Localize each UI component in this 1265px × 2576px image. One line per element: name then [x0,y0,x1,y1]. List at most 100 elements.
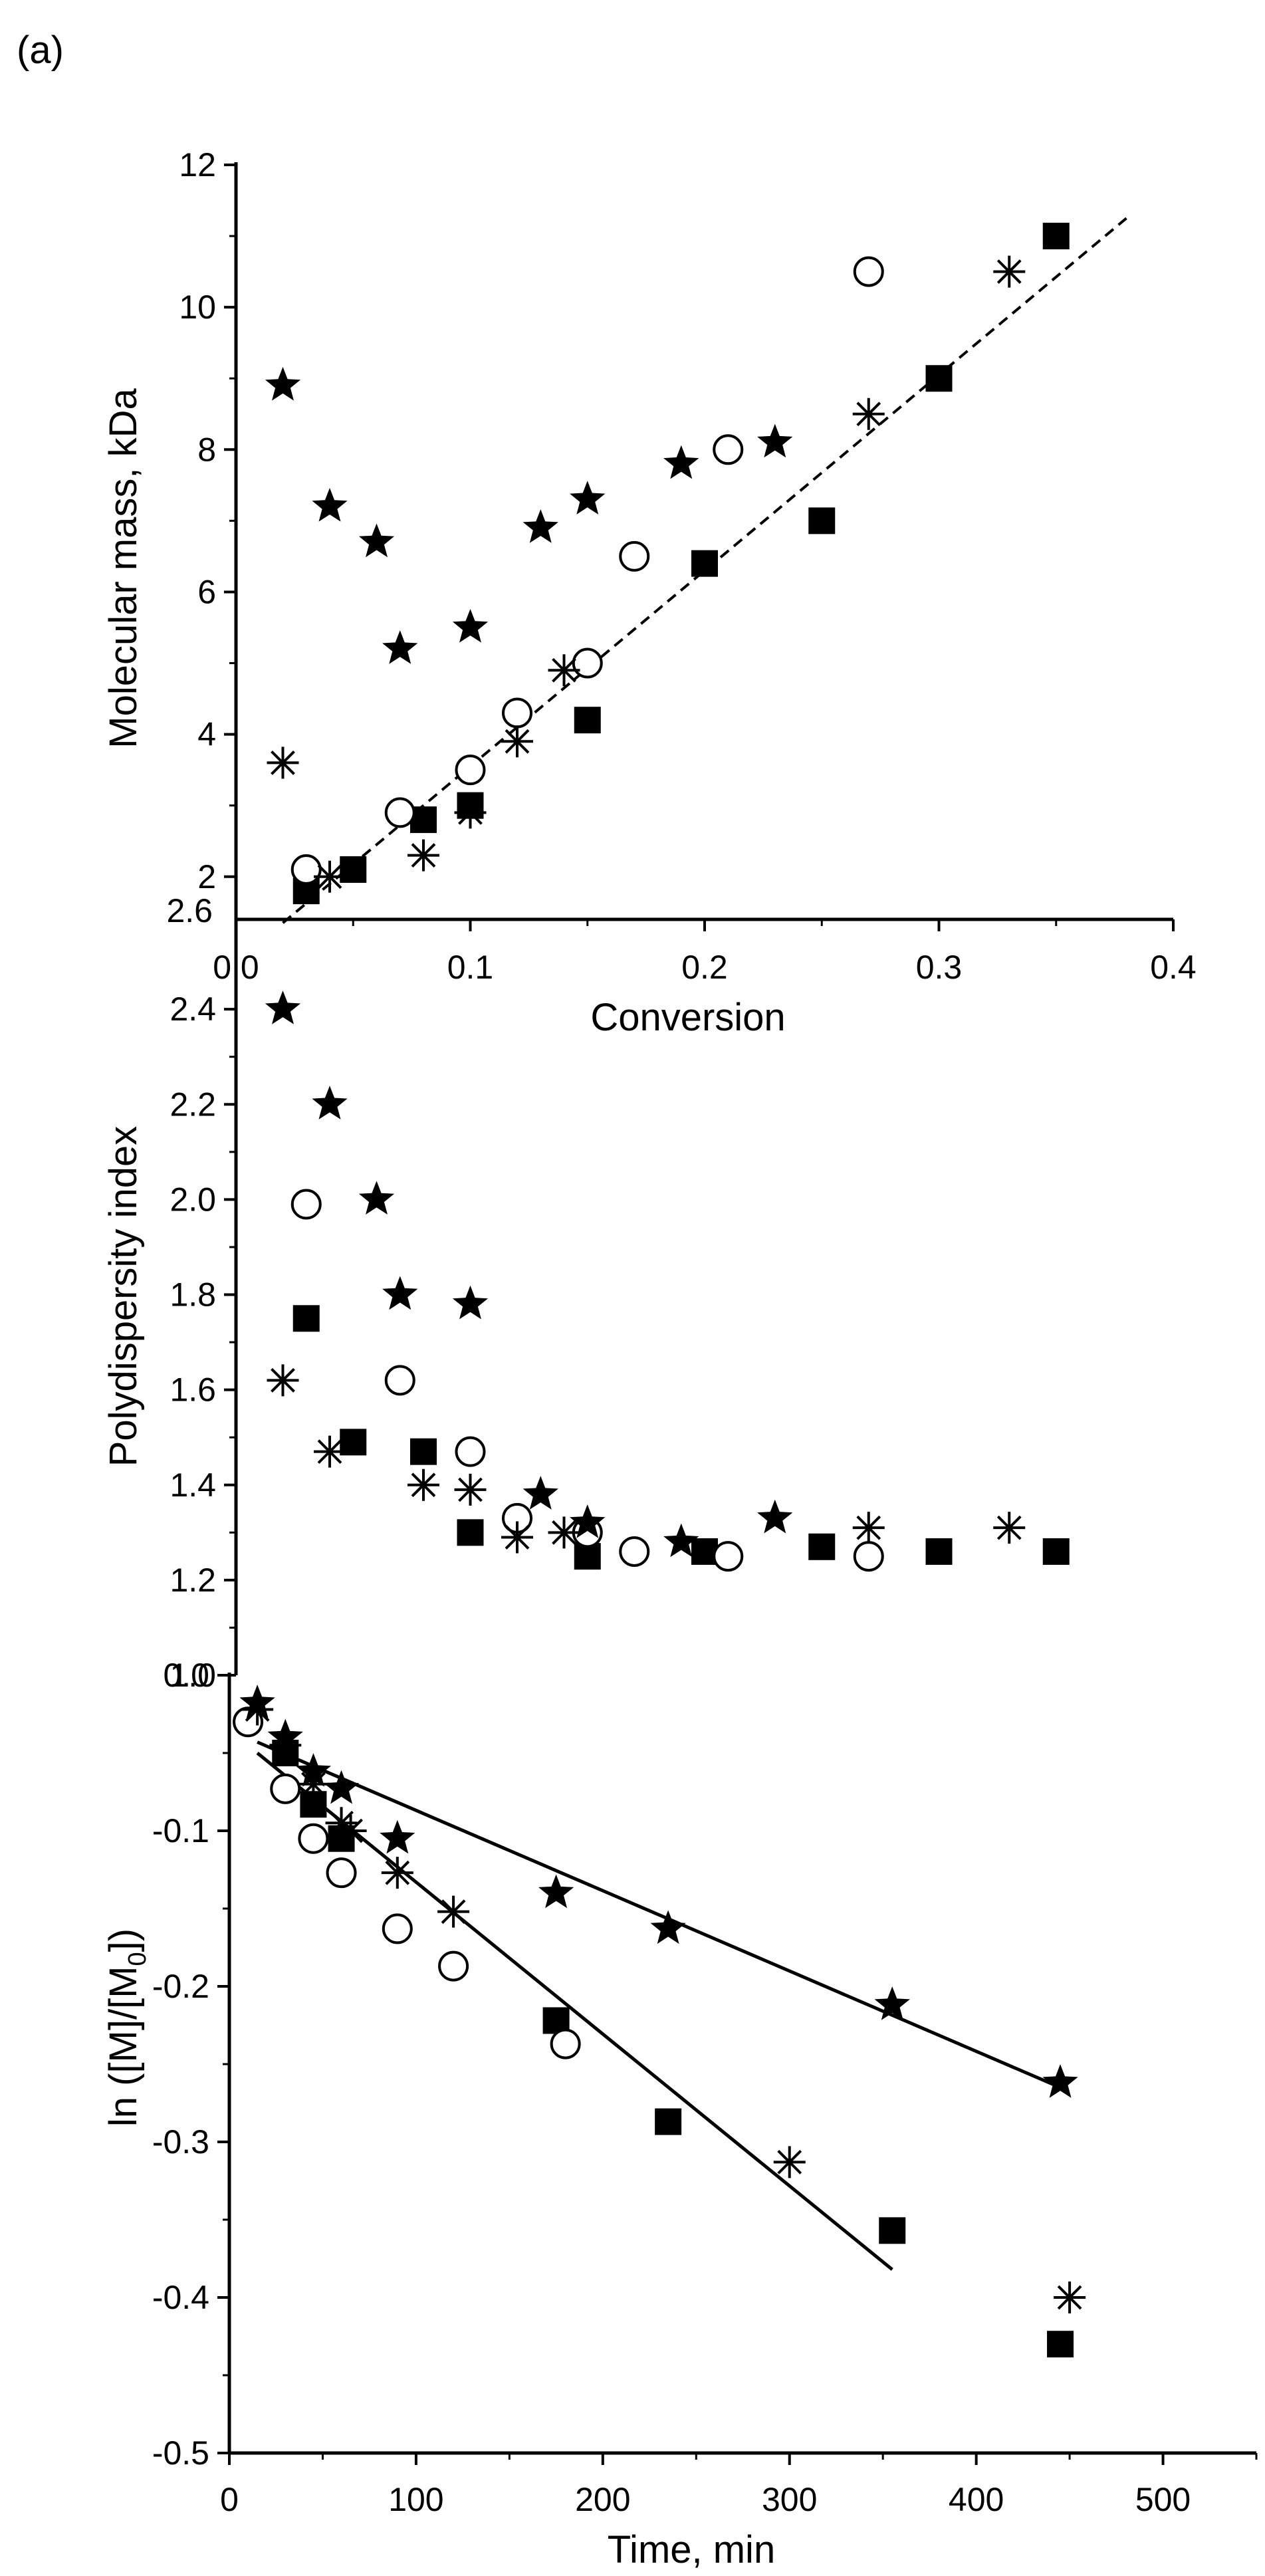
kinetics-x-tick-label: 500 [1135,2481,1191,2518]
pdi-circles-point [713,1541,744,1572]
pdi-y-axis-title: Polydispersity index [102,1126,145,1467]
kinetics-stars-point [1042,2064,1078,2098]
kinetics-x-tick-label: 0 [220,2481,239,2518]
mw-squares-point [808,507,836,534]
kinetics-asterisks-point [297,1768,330,1800]
mw-stars-point [358,523,395,558]
pdi-y-tick-label: 1.6 [170,1371,216,1409]
kinetics-y-tick-label: -0.2 [152,1968,209,2005]
mw-y-tick-label: 6 [197,573,216,610]
pdi-y-tick-label: 2.4 [170,991,216,1028]
pdi-stars-point [452,1285,489,1320]
mw-extra-y-label: 2.6 [166,892,213,929]
pdi-circles-point [384,1365,415,1396]
pdi-asterisks-point [454,1473,487,1506]
kinetics-stars-point [295,1753,331,1787]
kinetics-squares-point [1047,2331,1074,2358]
kinetics-circles-point [233,1706,264,1738]
kinetics-stars-point [267,1718,303,1753]
kinetics-x-tick-label: 400 [949,2481,1004,2518]
mw-x-tick-label: 0.2 [681,949,728,986]
kinetics-circles-point [438,1950,469,1982]
mw-circles-point [290,854,322,885]
polydispersity-chart: Polydispersity index 1.0 1.2 1.4 1.6 1.8 2.0 2… [102,911,1070,1694]
mw-y-tick-label: 2 [197,858,216,895]
mw-y-axis-title: Molecular mass, kDa [102,388,145,749]
kinetics-squares-point [879,2217,906,2244]
mw-asterisks-point [548,654,580,687]
kinetics-fit-line [257,1740,1062,2089]
kinetics-circles-point [326,1857,357,1889]
mw-circles-point [572,647,603,679]
kinetics-stars-point [239,1685,275,1718]
mw-circles-point [853,256,884,287]
kinetics-asterisks-point [437,1895,470,1928]
pdi-y-tick-label: 2.0 [170,1181,216,1218]
kinetics-squares-point [655,2108,682,2135]
pdi-stars-point [663,1523,699,1558]
mw-circles-point [502,697,532,729]
pdi-stars-point [312,1086,348,1119]
kinetics-y-tick-label: -0.4 [152,2279,209,2316]
pdi-asterisks-point [407,1468,439,1501]
pdi-stars-point [358,1181,395,1215]
pdi-stars-point [265,991,301,1024]
mw-y-tick-label: 12 [179,146,216,183]
pdi-asterisks-point [548,1516,580,1549]
kinetics-y-tick-label: 0.0 [163,1657,209,1694]
pdi-squares-point [808,1533,836,1560]
mw-x-tick-label: 0.3 [916,949,963,986]
mw-stars-point [265,366,301,401]
mw-x-axis-title: Conversion [590,996,785,1039]
mw-stars-point [570,481,606,515]
mw-circles-point [619,540,650,572]
kinetics-asterisks-point [1054,2282,1086,2313]
mw-y-tick-label: 4 [197,716,216,753]
pdi-asterisks-point [852,1512,885,1544]
mw-stars-point [382,630,418,664]
kinetics-x-tick-label: 200 [575,2481,630,2518]
kinetics-stars-point [650,1910,686,1944]
mw-asterisks-point [267,747,299,779]
pdi-circles-point [853,1541,884,1572]
pdi-circles-point [455,1436,486,1467]
mw-asterisks-point [501,725,533,758]
pdi-y-tick-label: 1.0 [170,1657,216,1694]
kinetics-stars-point [538,1874,574,1909]
panel-label: (a) [17,29,64,72]
kinetics-circles-point [382,1913,413,1944]
mw-squares-point [340,856,367,883]
kinetics-circles-point [270,1773,301,1804]
mw-circles-point [384,797,415,828]
kin-y-axis-title: ln ([M]/[M0]) [102,1929,152,2127]
pdi-squares-point [925,1538,953,1565]
mw-stars-point [663,445,699,479]
mw-circles-point [713,434,744,465]
mw-stars-point [452,609,489,643]
mw-stars-point [757,423,793,458]
pdi-asterisks-point [267,1364,299,1397]
molecular-mass-chart: Molecular mass, kDa Conversion 2.6 2 4 6 8 1… [102,146,1197,1039]
pdi-stars-point [522,1476,558,1510]
mw-x-tick-label: 0.1 [447,949,494,986]
mw-asterisks-point [454,796,487,829]
mw-squares-point [574,707,601,734]
pdi-stars-point [570,1504,606,1538]
mw-y-tick-label: 10 [179,289,216,326]
kinetics-asterisks-point [381,1857,413,1889]
kinetics-chart: ln ([M]/[M0]) Time, min -0.5 -0.4 -0.3 -0.2… [102,1657,1258,2571]
kinetics-y-tick-label: -0.3 [152,2123,209,2161]
pdi-asterisks-point [501,1521,533,1554]
kinetics-y-tick-label: -0.1 [152,1812,209,1849]
kinetics-stars-point [874,1986,910,2020]
kinetics-asterisks-point [773,2146,806,2178]
pdi-stars-point [757,1499,793,1534]
mw-fit-line [282,217,1127,924]
mw-squares-point [691,550,718,577]
mw-circles-point [455,755,486,786]
pdi-circles-point [619,1536,650,1567]
mw-squares-point [925,365,953,392]
pdi-y-tick-label: 2.2 [170,1086,216,1123]
mw-asterisks-point [993,255,1026,288]
mw-x-tick-label: 0.4 [1150,949,1197,986]
